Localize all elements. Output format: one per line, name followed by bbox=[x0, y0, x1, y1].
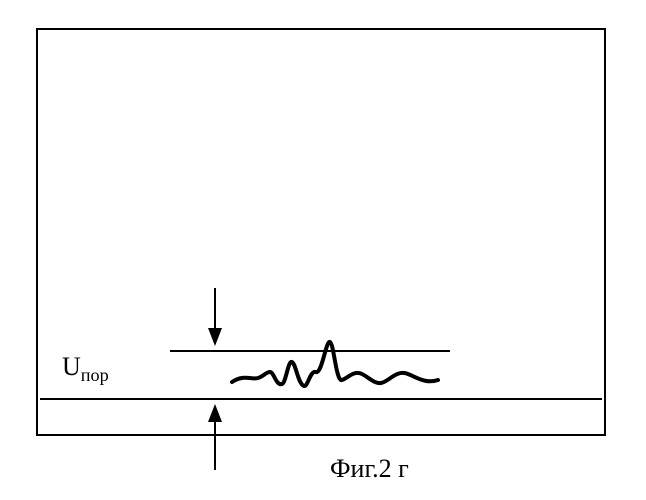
figure-caption: Фиг.2 г bbox=[330, 454, 409, 484]
signal-waveform bbox=[0, 0, 646, 500]
